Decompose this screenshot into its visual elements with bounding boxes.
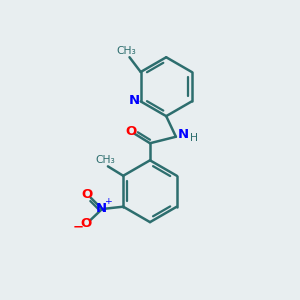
Text: N: N [95,202,106,215]
Text: N: N [178,128,189,142]
Text: CH₃: CH₃ [95,155,115,166]
Text: CH₃: CH₃ [116,46,136,56]
Text: −: − [73,220,84,233]
Text: O: O [125,125,137,138]
Text: +: + [104,197,112,206]
Text: O: O [81,188,92,201]
Text: O: O [80,217,92,230]
Text: N: N [129,94,140,107]
Text: H: H [190,133,198,143]
